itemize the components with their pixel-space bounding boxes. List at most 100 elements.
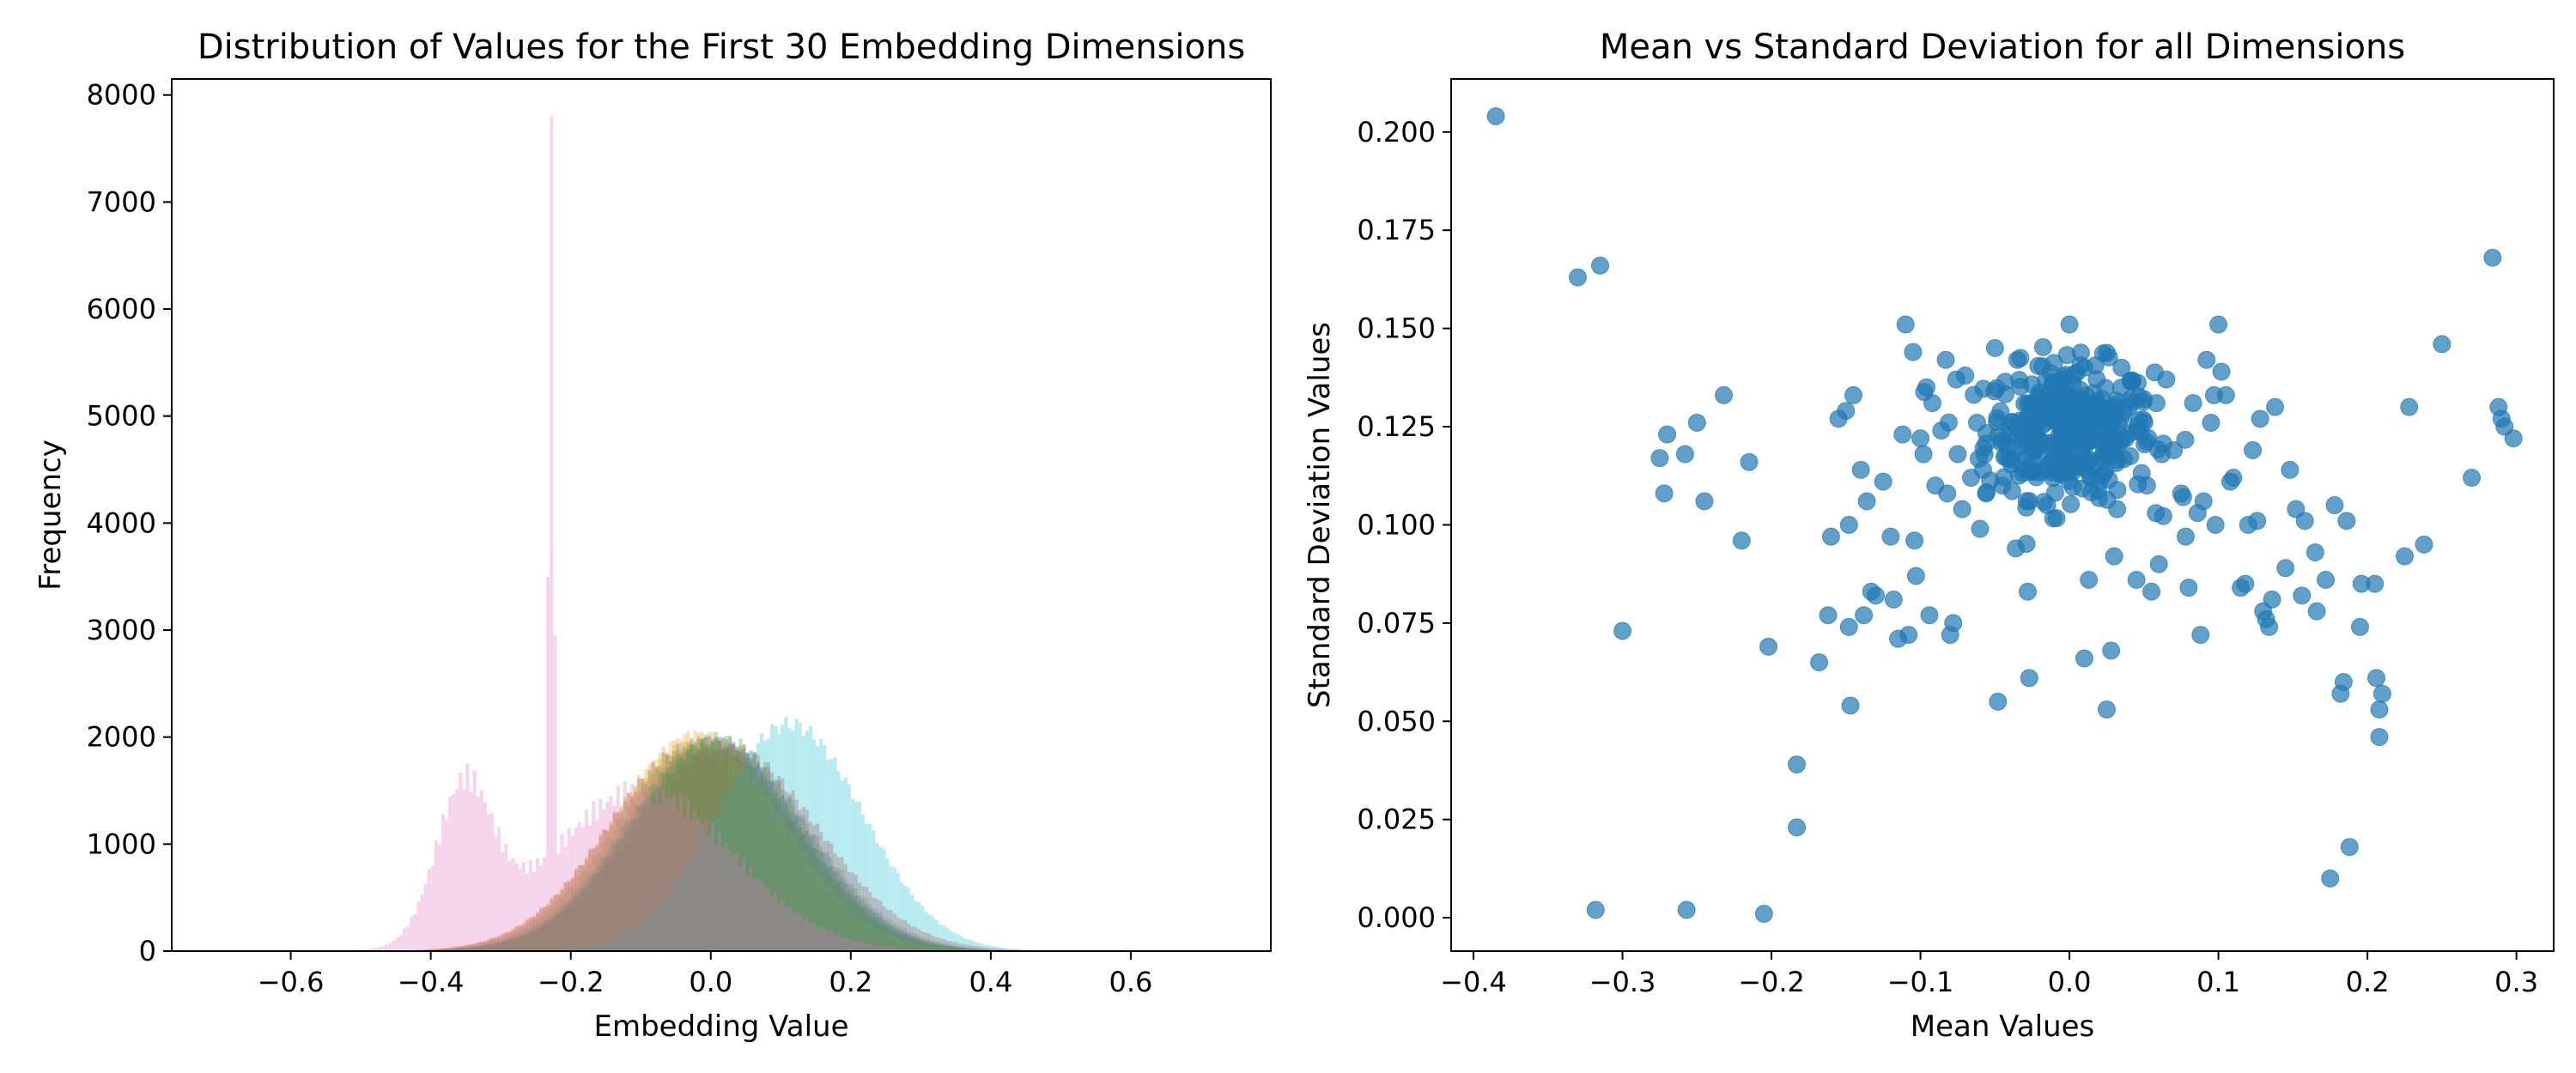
histogram-bar — [752, 779, 756, 951]
histogram-bar — [553, 895, 557, 951]
histogram-bar — [676, 767, 680, 951]
histogram-bar — [826, 881, 830, 951]
histogram-bar — [563, 900, 568, 951]
histogram-bar — [595, 871, 599, 951]
histogram-bar — [735, 760, 739, 951]
histogram-bar — [472, 943, 477, 951]
histogram-bar — [808, 853, 812, 951]
histogram-bar — [759, 771, 763, 951]
histogram-bar — [759, 882, 763, 951]
histogram-bar — [634, 786, 638, 951]
histogram-bar — [861, 900, 866, 951]
histogram-bar — [580, 894, 586, 951]
histogram-bar — [661, 781, 665, 951]
histogram-bar — [676, 810, 680, 951]
histogram-bar — [787, 814, 792, 951]
histogram-bar — [696, 748, 701, 951]
histogram-bar — [560, 911, 564, 951]
histogram-bar — [914, 938, 918, 951]
histogram-bar — [914, 940, 918, 951]
scatter-point — [2011, 378, 2030, 397]
histogram-bar — [920, 945, 925, 951]
histogram-bar — [781, 898, 785, 951]
scatter-point — [1591, 256, 1610, 275]
histogram-bar — [721, 752, 726, 951]
histogram-bar — [626, 931, 631, 951]
histogram-bar — [595, 875, 599, 951]
histogram-bar — [902, 938, 908, 951]
histogram-bar — [808, 842, 812, 951]
histogram-bar — [550, 905, 554, 951]
histogram-bar — [924, 941, 928, 951]
histogram-bar — [875, 918, 879, 951]
scatter-point — [1971, 519, 1990, 538]
histogram-bar — [777, 781, 781, 951]
histogram-bar — [574, 898, 578, 951]
histogram-bar — [836, 890, 841, 951]
y-tick-label: 1000 — [87, 827, 156, 860]
scatter-point — [2142, 582, 2161, 601]
histogram-bar — [938, 947, 942, 951]
histogram-bar — [630, 784, 635, 951]
histogram-bar — [875, 916, 879, 951]
histogram-bar — [721, 742, 726, 951]
histogram-bar — [641, 782, 645, 951]
x-tick-label: 0.1 — [2196, 966, 2240, 998]
histogram-bar — [665, 786, 669, 951]
histogram-bar — [668, 756, 672, 951]
histogram-bar — [651, 791, 655, 951]
histogram-bar — [816, 835, 820, 951]
histogram-bar — [469, 945, 473, 951]
histogram-bar — [882, 916, 886, 951]
histogram-bar — [665, 755, 669, 951]
histogram-bar — [626, 803, 631, 951]
histogram-bar — [801, 868, 805, 951]
histogram-bar — [732, 756, 736, 951]
histogram-bar — [875, 842, 879, 951]
histogram-bar — [671, 745, 677, 951]
histogram-bar — [759, 733, 763, 951]
histogram-bar — [616, 841, 620, 951]
histogram-bar — [742, 757, 746, 951]
histogram-x-label: Embedding Value — [593, 1009, 848, 1044]
histogram-bar — [882, 936, 886, 951]
histogram-bar — [567, 887, 571, 951]
histogram-bar — [465, 944, 470, 951]
scatter-point — [1965, 385, 1984, 404]
histogram-bar — [899, 937, 903, 951]
histogram-bar — [756, 762, 760, 951]
histogram-bar — [826, 856, 830, 951]
histogram-bar — [868, 892, 872, 951]
histogram-bar — [683, 765, 687, 951]
histogram-bar — [816, 870, 820, 951]
histogram-bar — [819, 927, 823, 951]
histogram-bar — [774, 799, 778, 951]
histogram-bar — [959, 947, 963, 951]
histogram-bar — [819, 738, 823, 951]
histogram-bar — [364, 949, 368, 951]
histogram-bar — [574, 902, 578, 951]
histogram-bar — [735, 761, 739, 951]
histogram-bar — [518, 925, 522, 951]
histogram-bar — [550, 919, 554, 951]
histogram-bar — [948, 949, 953, 951]
histogram-bar — [781, 794, 785, 951]
histogram-bar — [686, 749, 690, 951]
histogram-bar — [479, 944, 483, 951]
histogram-bar — [476, 944, 480, 951]
histogram-bar — [801, 815, 805, 951]
histogram-bar — [717, 809, 721, 951]
histogram-bar — [403, 928, 407, 951]
histogram-bar — [651, 784, 655, 951]
histogram-bar — [671, 750, 677, 951]
histogram-bar — [479, 946, 483, 951]
scatter-point — [2334, 673, 2353, 691]
histogram-bar — [969, 940, 974, 951]
histogram-bar — [605, 941, 610, 951]
histogram-bar — [612, 811, 617, 951]
histogram-bar — [833, 876, 837, 951]
scatter-y-label: Standard Deviation Values — [1303, 322, 1337, 708]
scatter-point — [2060, 315, 2079, 334]
histogram-bar — [501, 942, 505, 951]
histogram-bar — [504, 942, 508, 951]
